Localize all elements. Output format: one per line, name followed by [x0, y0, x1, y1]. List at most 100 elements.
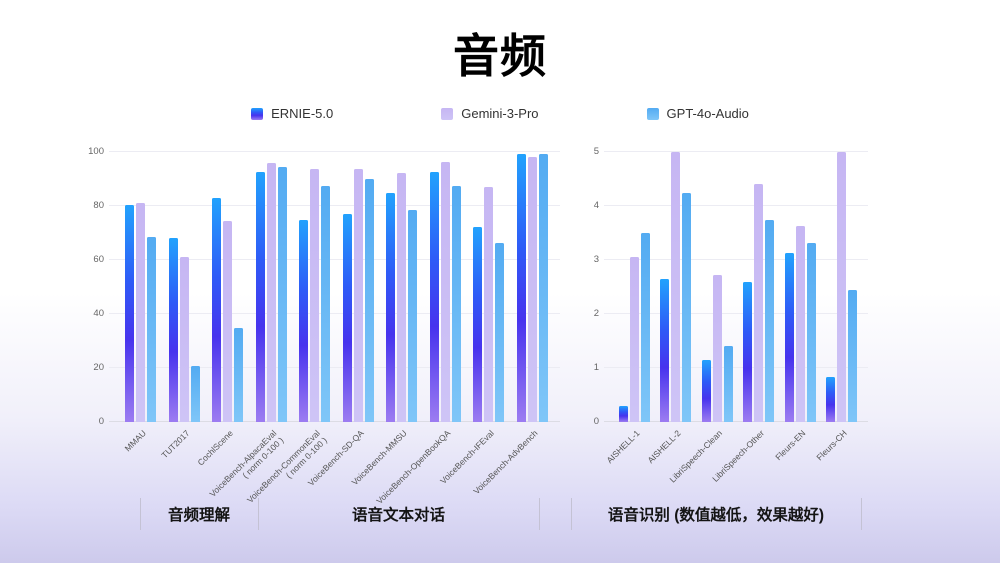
- bar-gemini-3-pro: [136, 203, 146, 422]
- bar-gemini-3-pro: [223, 220, 233, 422]
- bar-ernie-5.0: [342, 214, 352, 422]
- bar-gpt-4o-audio: [364, 179, 374, 422]
- bar-ernie-5.0: [660, 278, 670, 422]
- bar-ernie-5.0: [386, 193, 396, 422]
- grid-layer: [604, 151, 868, 422]
- bar-group: Fleurs-EN: [773, 152, 816, 462]
- bar-gemini-3-pro: [353, 168, 363, 422]
- x-axis-tick-label: Fleurs-EN: [773, 428, 808, 463]
- legend-label: ERNIE-5.0: [271, 106, 334, 121]
- gridline: [604, 151, 868, 152]
- legend-label: GPT-4o-Audio: [666, 106, 749, 121]
- bar-ernie-5.0: [429, 171, 439, 422]
- bar-gemini-3-pro: [795, 225, 805, 422]
- section-divider: [258, 498, 259, 530]
- chart-audio-understanding-dialogue: MMAU TUT2017 CochlScene VoiceBench-AlpacaEv…: [88, 146, 560, 506]
- y-axis-tick-label: 0: [593, 416, 599, 427]
- gridline: [109, 367, 560, 368]
- bar-group: AISHELL-1: [604, 152, 650, 465]
- bar-gemini-3-pro: [179, 256, 189, 422]
- gridline: [109, 205, 560, 206]
- bar-gpt-4o-audio: [234, 327, 244, 422]
- bar-gpt-4o-audio: [538, 154, 548, 422]
- bar-gpt-4o-audio: [190, 365, 200, 422]
- bar-gpt-4o-audio: [147, 237, 157, 422]
- bar-gemini-3-pro: [629, 257, 639, 422]
- bar-ernie-5.0: [168, 238, 178, 422]
- bar-group: VoiceBench-IFEval: [438, 152, 505, 486]
- category-sections: 音频理解 语音文本对话 语音识别 (数值越低，效果越好): [0, 498, 1000, 532]
- legend-label: Gemini-3-Pro: [461, 106, 539, 121]
- x-axis-tick-label: CochlScene: [195, 428, 235, 468]
- chart-legend: ERNIE-5.0 Gemini-3-Pro GPT-4o-Audio: [0, 106, 1000, 121]
- section-label-speech-text-dialogue: 语音文本对话: [351, 507, 445, 524]
- bar-gpt-4o-audio: [682, 192, 692, 422]
- bar-gemini-3-pro: [837, 152, 847, 422]
- section-divider: [861, 498, 862, 530]
- bar-group: VoiceBench-SD-QA: [305, 152, 374, 488]
- y-axis-tick-label: 4: [593, 200, 599, 211]
- bar-ernie-5.0: [473, 227, 483, 422]
- bar-group: CochlScene: [195, 152, 244, 467]
- bar-gemini-3-pro: [484, 187, 494, 422]
- bar-group: VoiceBench-OpenBookQA: [374, 152, 461, 506]
- gridline: [109, 313, 560, 314]
- bar-group: AISHELL-2: [646, 152, 692, 465]
- x-axis-tick-label: AISHELL-1: [603, 428, 642, 466]
- section-label-speech-recognition: 语音识别 (数值越低，效果越好): [607, 507, 825, 524]
- legend-item-ernie-5.0: ERNIE-5.0: [251, 106, 333, 121]
- gridline: [604, 259, 868, 260]
- bar-gemini-3-pro: [440, 162, 450, 422]
- bar-ernie-5.0: [212, 197, 222, 422]
- y-axis-tick-label: 1: [593, 362, 599, 373]
- bar-gemini-3-pro: [527, 156, 537, 422]
- legend-swatch-icon: [646, 107, 659, 120]
- bar-ernie-5.0: [784, 252, 794, 422]
- bar-gpt-4o-audio: [640, 233, 650, 422]
- x-axis-tick-label: MMAU: [122, 428, 149, 454]
- page-title: 音频: [453, 30, 547, 82]
- bar-ernie-5.0: [743, 281, 753, 422]
- y-axis-tick-label: 40: [93, 308, 104, 319]
- section-divider: [571, 498, 572, 530]
- bar-gemini-3-pro: [671, 152, 681, 422]
- gridline: [604, 421, 868, 422]
- gridline: [109, 151, 560, 152]
- bar-gpt-4o-audio: [408, 209, 418, 422]
- bar-ernie-5.0: [299, 220, 309, 422]
- bar-ernie-5.0: [701, 359, 711, 422]
- y-axis-tick-label: 3: [593, 254, 599, 265]
- bar-ernie-5.0: [255, 172, 265, 422]
- gridline: [109, 259, 560, 260]
- bar-group: Fleurs-CH: [814, 152, 858, 462]
- bar-ernie-5.0: [826, 377, 836, 422]
- bar-gpt-4o-audio: [277, 166, 287, 422]
- bar-group: VoiceBench-AlpacaEval ( norm 0-100 ): [207, 152, 287, 499]
- bar-gpt-4o-audio: [321, 185, 331, 422]
- bar-group: LibriSpeech-Other: [710, 152, 775, 484]
- y-axis-tick-label: 80: [93, 200, 104, 211]
- y-axis-tick-label: 100: [88, 146, 104, 157]
- bar-group: VoiceBench-MMSU: [350, 152, 418, 487]
- bar-group: LibriSpeech-Clean: [668, 152, 733, 485]
- bar-gpt-4o-audio: [848, 289, 858, 422]
- gridline: [604, 367, 868, 368]
- bar-gpt-4o-audio: [765, 219, 775, 422]
- bar-gemini-3-pro: [754, 184, 764, 422]
- bar-ernie-5.0: [516, 153, 526, 422]
- y-axis-tick-label: 5: [593, 146, 599, 157]
- legend-swatch-icon: [441, 107, 454, 120]
- legend-swatch-icon: [251, 107, 264, 120]
- section-divider: [539, 498, 540, 530]
- y-axis-tick-label: 2: [593, 308, 599, 319]
- grid-layer: [109, 151, 560, 422]
- gridline: [604, 313, 868, 314]
- y-axis-tick-label: 60: [93, 254, 104, 265]
- x-axis-tick-label: VoiceBench-OpenBookQA: [374, 428, 453, 506]
- gridline: [109, 421, 560, 422]
- y-axis-tick-label: 20: [93, 362, 104, 373]
- bar-gemini-3-pro: [397, 173, 407, 422]
- bar-gpt-4o-audio: [723, 346, 733, 422]
- bar-group: VoiceBench-AdvBench: [471, 152, 548, 496]
